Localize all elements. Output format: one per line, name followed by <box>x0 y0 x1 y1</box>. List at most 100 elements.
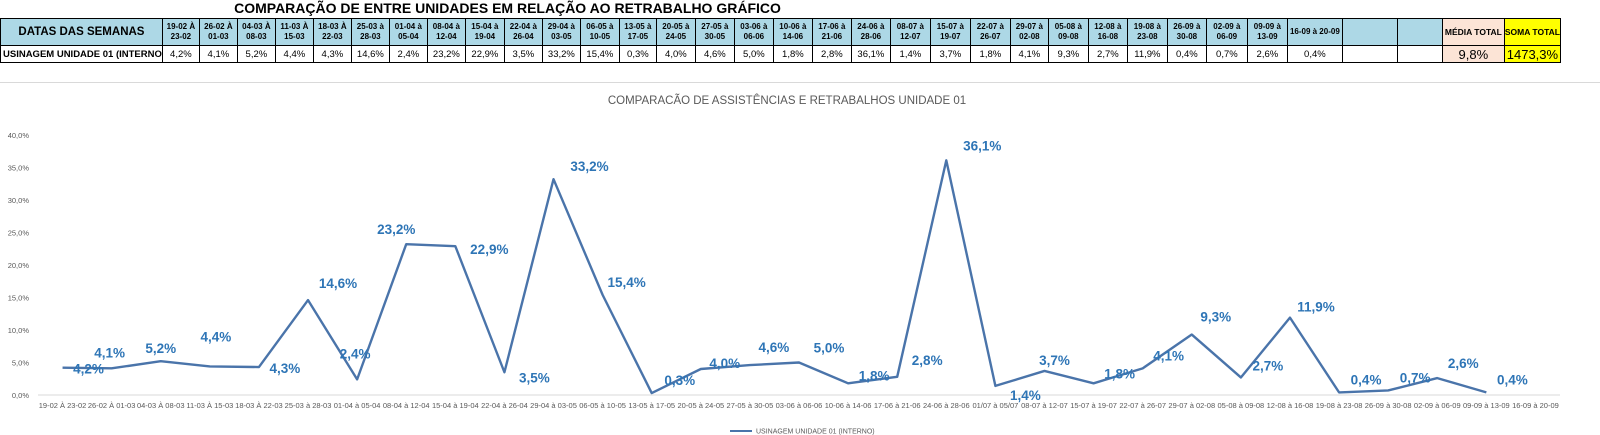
x-tick-label: 09-09 à 13-09 <box>1463 401 1510 410</box>
week-value-cell[interactable]: 0,4% <box>1287 46 1342 63</box>
week-header-cell[interactable]: 20-05 à 24-05 <box>656 19 695 46</box>
y-tick-label: 5,0% <box>12 359 29 368</box>
data-label: 4,6% <box>759 340 790 355</box>
y-tick-label: 40,0% <box>8 131 30 140</box>
data-label: 1,8% <box>859 368 890 383</box>
header-label-cell[interactable]: DATAS DAS SEMANAS <box>1 19 163 46</box>
week-value-cell[interactable]: 2,6% <box>1247 46 1287 63</box>
week-value-cell[interactable]: 0,7% <box>1206 46 1247 63</box>
week-value-cell[interactable]: 4,1% <box>1010 46 1048 63</box>
week-value-cell[interactable]: 1,8% <box>970 46 1010 63</box>
week-value-cell[interactable]: 9,3% <box>1048 46 1088 63</box>
row-label-cell[interactable]: USINAGEM UNIDADE 01 (INTERNO <box>1 46 163 63</box>
week-header-cell[interactable]: 16-09 à 20-09 <box>1287 19 1342 46</box>
week-value-cell[interactable]: 0,3% <box>619 46 656 63</box>
empty-cell[interactable] <box>1397 19 1442 46</box>
week-header-cell[interactable]: 24-06 à 28-06 <box>851 19 890 46</box>
week-value-cell[interactable]: 4,1% <box>199 46 237 63</box>
week-header-cell[interactable]: 01-04 à 05-04 <box>389 19 427 46</box>
week-header-cell[interactable]: 10-06 à 14-06 <box>773 19 812 46</box>
week-header-cell[interactable]: 27-05 à 30-05 <box>695 19 734 46</box>
week-value-cell[interactable]: 4,3% <box>313 46 351 63</box>
week-value-cell[interactable]: 3,7% <box>930 46 970 63</box>
week-header-cell[interactable]: 05-08 à 09-08 <box>1048 19 1088 46</box>
data-label: 22,9% <box>470 242 508 257</box>
week-header-cell[interactable]: 15-07 à 19-07 <box>930 19 970 46</box>
week-value-cell[interactable]: 5,2% <box>237 46 275 63</box>
week-value-cell[interactable]: 4,4% <box>275 46 313 63</box>
week-header-cell[interactable]: 29-07 à 02-08 <box>1010 19 1048 46</box>
week-value-cell[interactable]: 3,5% <box>504 46 542 63</box>
data-label: 11,9% <box>1297 300 1335 315</box>
week-value-cell[interactable]: 15,4% <box>580 46 619 63</box>
week-header-cell[interactable]: 09-09 à 13-09 <box>1247 19 1287 46</box>
week-header-cell[interactable]: 15-04 à 19-04 <box>465 19 504 46</box>
week-header-cell[interactable]: 13-05 à 17-05 <box>619 19 656 46</box>
week-value-cell[interactable]: 11,9% <box>1127 46 1167 63</box>
data-label: 2,8% <box>912 353 943 368</box>
x-tick-label: 16-09 à 20-09 <box>1512 401 1559 410</box>
week-value-cell[interactable]: 14,6% <box>351 46 389 63</box>
week-value-cell[interactable]: 4,6% <box>695 46 734 63</box>
week-value-cell[interactable]: 22,9% <box>465 46 504 63</box>
x-tick-label: 22-07 à 26-07 <box>1119 401 1166 410</box>
week-value-cell[interactable]: 23,2% <box>427 46 465 63</box>
x-tick-label: 29-04 à 03-05 <box>530 401 577 410</box>
soma-total-header[interactable]: SOMA TOTAL <box>1504 19 1560 46</box>
x-tick-label: 12-08 à 16-08 <box>1267 401 1314 410</box>
week-value-cell[interactable]: 1,8% <box>773 46 812 63</box>
x-tick-label: 01-04 à 05-04 <box>334 401 381 410</box>
chart-title: COMPARACÃO DE ASSISTÊNCIAS E RETRABALHOS… <box>608 94 966 107</box>
week-header-cell[interactable]: 26-02 À 01-03 <box>199 19 237 46</box>
week-header-cell[interactable]: 06-05 à 10-05 <box>580 19 619 46</box>
week-value-cell[interactable]: 4,2% <box>162 46 199 63</box>
week-header-cell[interactable]: 29-04 à 03-05 <box>542 19 580 46</box>
week-header-cell[interactable]: 26-09 à 30-08 <box>1167 19 1206 46</box>
chart-area[interactable]: COMPARACÃO DE ASSISTÊNCIAS E RETRABALHOS… <box>0 82 1600 435</box>
week-header-cell[interactable]: 02-09 à 06-09 <box>1206 19 1247 46</box>
empty-cell[interactable] <box>1397 46 1442 63</box>
data-label: 4,3% <box>270 361 301 376</box>
week-value-cell[interactable]: 2,7% <box>1088 46 1127 63</box>
week-header-cell[interactable]: 17-06 à 21-06 <box>812 19 851 46</box>
line-chart[interactable]: COMPARACÃO DE ASSISTÊNCIAS E RETRABALHOS… <box>0 83 1600 435</box>
soma-total-value[interactable]: 1473,3% <box>1504 46 1560 63</box>
x-tick-label: 17-06 à 21-06 <box>874 401 921 410</box>
x-tick-label: 04-03 À 08-03 <box>137 401 185 410</box>
week-value-cell[interactable]: 2,4% <box>389 46 427 63</box>
media-total-value[interactable]: 9,8% <box>1442 46 1504 63</box>
week-header-cell[interactable] <box>1342 19 1397 46</box>
week-value-cell[interactable]: 4,0% <box>656 46 695 63</box>
week-header-cell[interactable]: 25-03 à 28-03 <box>351 19 389 46</box>
week-header-cell[interactable]: 22-04 à 26-04 <box>504 19 542 46</box>
week-header-cell[interactable]: 08-07 à 12-07 <box>890 19 930 46</box>
legend-label: USINAGEM UNIDADE 01 (INTERNO) <box>756 429 875 435</box>
x-tick-label: 08-04 à 12-04 <box>383 401 430 410</box>
x-tick-label: 24-06 à 28-06 <box>923 401 970 410</box>
week-value-cell[interactable]: 36,1% <box>851 46 890 63</box>
x-tick-label: 25-03 à 28-03 <box>285 401 332 410</box>
week-header-cell[interactable]: 11-03 À 15-03 <box>275 19 313 46</box>
week-value-cell[interactable]: 5,0% <box>734 46 773 63</box>
week-header-cell[interactable]: 04-03 À 08-03 <box>237 19 275 46</box>
week-header-cell[interactable]: 22-07 à 26-07 <box>970 19 1010 46</box>
week-header-cell[interactable]: 08-04 à 12-04 <box>427 19 465 46</box>
week-header-cell[interactable]: 19-02 À 23-02 <box>162 19 199 46</box>
week-value-cell[interactable]: 2,8% <box>812 46 851 63</box>
x-tick-label: 18-03 À 22-03 <box>235 401 283 410</box>
data-label: 2,7% <box>1252 358 1283 373</box>
week-header-cell[interactable]: 18-03 À 22-03 <box>313 19 351 46</box>
week-header-cell[interactable]: 12-08 à 16-08 <box>1088 19 1127 46</box>
media-total-header[interactable]: MÉDIA TOTAL <box>1442 19 1504 46</box>
data-label: 4,1% <box>1153 348 1184 363</box>
week-header-cell[interactable]: 19-08 à 23-08 <box>1127 19 1167 46</box>
week-value-cell[interactable]: 33,2% <box>542 46 580 63</box>
week-value-cell[interactable]: 1,4% <box>890 46 930 63</box>
data-label: 1,8% <box>1104 366 1135 381</box>
x-tick-label: 06-05 à 10-05 <box>579 401 626 410</box>
data-label: 36,1% <box>963 138 1001 153</box>
week-value-cell[interactable]: 0,4% <box>1167 46 1206 63</box>
week-header-cell[interactable]: 03-06 à 06-06 <box>734 19 773 46</box>
week-value-cell[interactable] <box>1342 46 1397 63</box>
